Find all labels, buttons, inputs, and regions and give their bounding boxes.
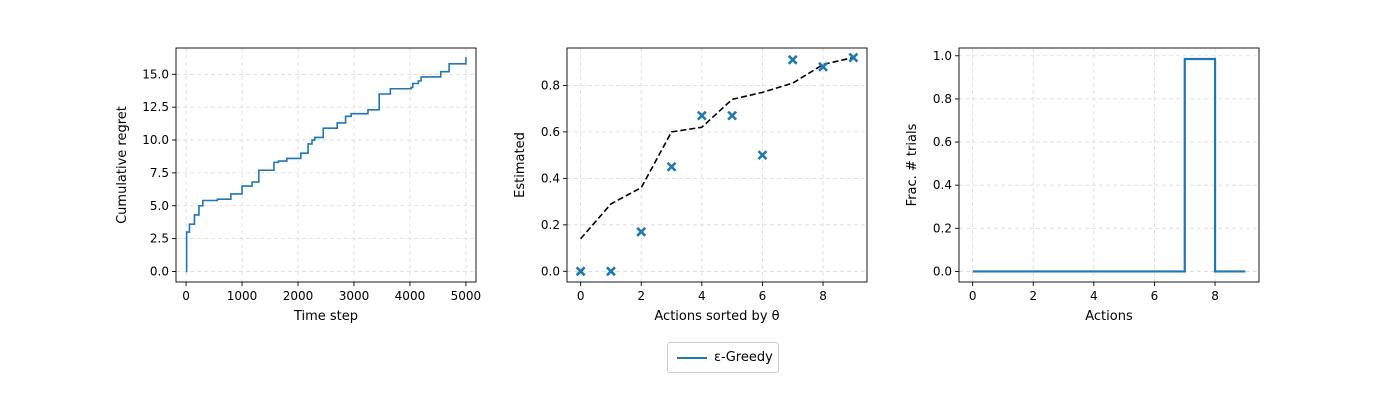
y-tick-label: 0.0: [541, 264, 560, 278]
y-tick-label: 15.0: [142, 67, 169, 81]
x-tick-label: 4000: [395, 289, 426, 303]
x-tick-label: 6: [1151, 289, 1159, 303]
x-tick-label: 6: [759, 289, 767, 303]
x-tick-label: 5000: [451, 289, 482, 303]
legend-label: ε-Greedy: [714, 350, 773, 365]
y-tick-label: 0.8: [541, 78, 560, 92]
y-tick-label: 0.0: [150, 264, 169, 278]
legend: ε-Greedy: [667, 342, 779, 373]
scatter-point-0: [575, 266, 586, 277]
y-tick-label: 2.5: [150, 232, 169, 246]
scatter-point-9: [848, 52, 859, 63]
legend-line-marker: [677, 357, 707, 359]
y-tick-label: 0.0: [933, 264, 952, 278]
y-tick-label: 0.6: [541, 125, 560, 139]
scatter-point-8: [818, 61, 828, 72]
series-line-1: [580, 56, 854, 240]
x-axis-label: Actions: [1085, 309, 1133, 324]
scatter-point-5: [727, 110, 738, 121]
x-tick-label: 2: [637, 289, 645, 303]
y-tick-label: 5.0: [150, 199, 169, 213]
scatter-point-3: [666, 161, 677, 172]
y-tick-label: 12.5: [142, 100, 169, 114]
y-axis-label: Estimated: [513, 132, 528, 198]
chart-3: 0 2 4 6 8 0.0 0.2 0.4 0.6 0.8 1.0 Actions Frac. # tr…: [905, 47, 1260, 324]
plot-frame: [958, 47, 1260, 283]
y-tick-label: 0.4: [541, 171, 560, 185]
y-axis-label: Cumulative regret: [115, 106, 130, 224]
y-tick-label: 0.2: [933, 221, 952, 235]
x-tick-label: 0: [577, 289, 585, 303]
scatter-point-6: [757, 150, 768, 161]
plot-frame: [566, 47, 868, 283]
x-tick-label: 8: [1211, 289, 1219, 303]
scatter-point-1: [606, 266, 616, 277]
y-tick-label: 0.4: [933, 178, 952, 192]
x-tick-label: 1000: [227, 289, 258, 303]
scatter-point-2: [636, 226, 647, 237]
y-tick-label: 10.0: [142, 133, 169, 147]
x-tick-label: 0: [969, 289, 977, 303]
chart-1: 0 1000 2000 3000 4000 5000 0.0 2.5 5.0 7.5 10.0 12.…: [115, 47, 482, 324]
plot-frame: [175, 47, 477, 283]
x-axis-label: Actions sorted by θ: [654, 309, 779, 324]
x-tick-label: 2000: [283, 289, 314, 303]
y-tick-label: 0.2: [541, 218, 560, 232]
x-tick-label: 0: [182, 289, 190, 303]
y-tick-label: 1.0: [933, 49, 952, 63]
x-tick-label: 3000: [339, 289, 370, 303]
y-tick-label: 7.5: [150, 166, 169, 180]
chart-2: 0 2 4 6 8 0.0 0.2 0.4 0.6 0.8 Actions sorted by θ E…: [513, 47, 868, 324]
x-axis-label: Time step: [293, 309, 358, 324]
scatter-point-4: [696, 110, 707, 121]
x-tick-label: 4: [698, 289, 706, 303]
series-line-1: [185, 57, 467, 273]
x-tick-label: 2: [1029, 289, 1037, 303]
series-line-1: [972, 57, 1246, 273]
y-tick-label: 0.6: [933, 135, 952, 149]
x-tick-label: 4: [1090, 289, 1098, 303]
scatter-point-7: [787, 54, 798, 65]
x-tick-label: 8: [819, 289, 827, 303]
y-tick-label: 0.8: [933, 92, 952, 106]
y-axis-label: Frac. # trials: [905, 123, 920, 206]
